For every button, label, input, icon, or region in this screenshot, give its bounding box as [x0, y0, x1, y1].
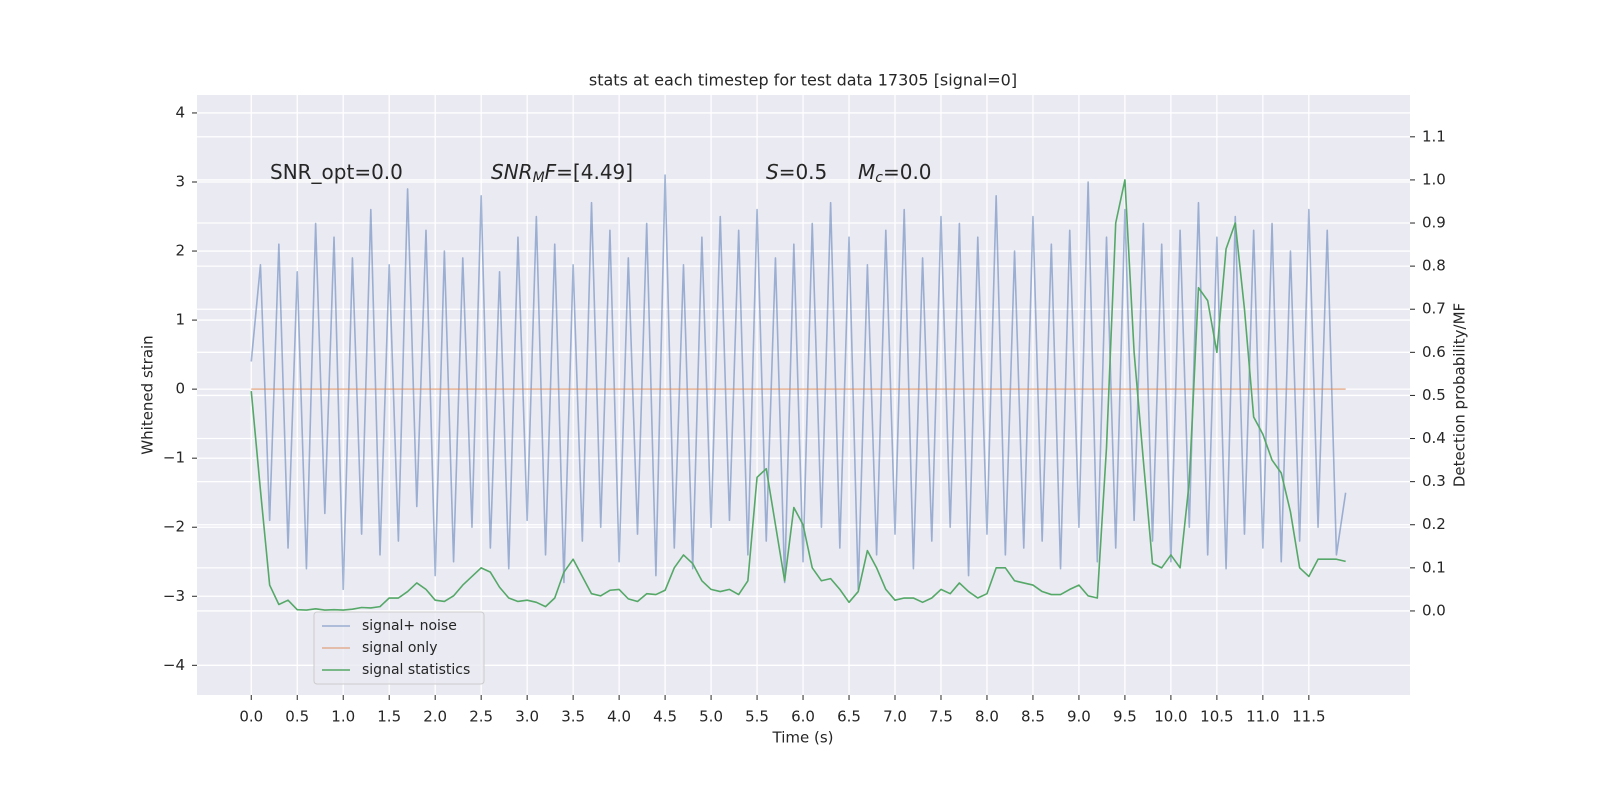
y2-tick-label: 0.8	[1422, 257, 1446, 275]
annotation: Mc=0.0	[858, 160, 932, 187]
x-tick-label: 7.5	[929, 708, 953, 726]
x-tick-label: 3.0	[515, 708, 539, 726]
x-tick-label: 9.0	[1067, 708, 1091, 726]
legend-box	[313, 611, 485, 685]
y2-tick-label: 0.4	[1422, 429, 1446, 447]
annotation-part: =0.5	[779, 160, 828, 184]
y2-tick-label: 0.6	[1422, 343, 1446, 361]
x-tick-label: 5.5	[745, 708, 769, 726]
annotation: SNR_opt=0.0	[270, 160, 403, 184]
y2-axis-label: Detection probability/MF	[1451, 303, 1469, 487]
chart-title: stats at each timestep for test data 173…	[589, 71, 1017, 90]
annotation-part: c	[875, 170, 883, 186]
annotation-part: =0.0	[883, 160, 932, 184]
x-tick-label: 10.0	[1154, 708, 1187, 726]
y-tick-label: 2	[175, 242, 185, 260]
y-tick-label: −1	[163, 449, 185, 467]
y2-tick-label: 1.0	[1422, 170, 1446, 188]
x-tick-label: 8.5	[1021, 708, 1045, 726]
x-tick-label: 5.0	[699, 708, 723, 726]
legend: signal+ noise signal only signal statistic…	[313, 611, 485, 685]
y2-tick-label: 0.1	[1422, 558, 1446, 576]
x-tick-label: 8.0	[975, 708, 999, 726]
annotation-part: SNR	[491, 160, 533, 184]
series-line	[250, 179, 1346, 611]
y-tick-label: −4	[163, 656, 185, 674]
annotation-part: M	[858, 160, 875, 184]
x-tick-label: 10.5	[1200, 708, 1233, 726]
y-tick-label: 3	[175, 172, 185, 190]
x-tick-label: 3.5	[561, 708, 585, 726]
x-tick-label: 4.0	[607, 708, 631, 726]
x-tick-label: 7.0	[883, 708, 907, 726]
x-tick-label: 1.5	[377, 708, 401, 726]
y-tick-label: −2	[163, 518, 185, 536]
legend-label: signal only	[362, 640, 437, 656]
y-axis-label: Whitened strain	[139, 335, 157, 454]
x-tick-label: 11.0	[1246, 708, 1279, 726]
y2-tick-label: 0.2	[1422, 515, 1446, 533]
x-tick-label: 6.0	[791, 708, 815, 726]
y2-tick-label: 0.0	[1422, 601, 1446, 619]
x-axis-label: Time (s)	[772, 729, 834, 747]
y-tick-label: 0	[175, 380, 185, 398]
x-tick-label: 11.5	[1292, 708, 1325, 726]
x-tick-label: 2.5	[469, 708, 493, 726]
annotation: S=0.5	[766, 160, 827, 184]
y-tick-label: −3	[163, 587, 185, 605]
y-tick-label: 1	[175, 311, 185, 329]
x-tick-label: 6.5	[837, 708, 861, 726]
y2-tick-label: 1.1	[1422, 127, 1446, 145]
annotation-part: SNR_opt=0.0	[270, 160, 403, 184]
annotation-part: M	[533, 170, 545, 186]
x-tick-label: 9.5	[1113, 708, 1137, 726]
x-tick-label: 0.5	[285, 708, 309, 726]
annotation-part: =[4.49]	[556, 160, 633, 184]
series-line	[250, 174, 1347, 591]
y2-tick-label: 0.3	[1422, 472, 1446, 490]
y2-tick-label: 0.9	[1422, 214, 1446, 232]
y2-tick-label: 0.7	[1422, 300, 1446, 318]
x-tick-label: 0.0	[239, 708, 263, 726]
legend-label: signal+ noise	[362, 618, 457, 634]
x-tick-label: 4.5	[653, 708, 677, 726]
x-tick-label: 2.0	[423, 708, 447, 726]
annotation-part: S	[766, 160, 779, 184]
y2-tick-label: 0.5	[1422, 386, 1446, 404]
annotation: SNRMF=[4.49]	[491, 160, 633, 187]
y-tick-label: 4	[175, 103, 185, 121]
x-tick-label: 1.0	[331, 708, 355, 726]
legend-label: signal statistics	[362, 662, 470, 678]
annotation-part: F	[545, 160, 557, 184]
